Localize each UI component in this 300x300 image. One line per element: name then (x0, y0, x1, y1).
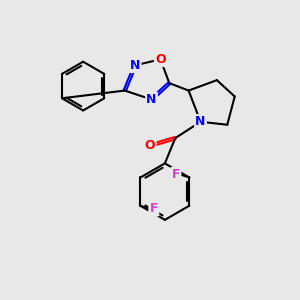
Text: F: F (149, 202, 158, 215)
Text: O: O (145, 139, 155, 152)
Text: O: O (155, 53, 166, 66)
Text: N: N (130, 59, 140, 72)
Text: N: N (195, 115, 206, 128)
Text: F: F (172, 168, 180, 181)
Text: N: N (146, 93, 157, 106)
